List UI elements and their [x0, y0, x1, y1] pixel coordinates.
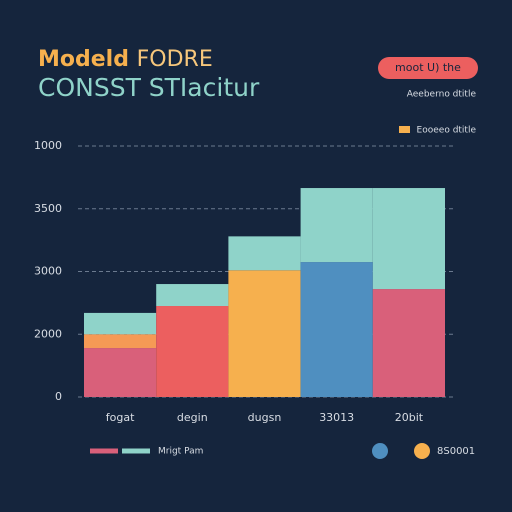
- x-tick-label: fogat: [106, 411, 135, 424]
- y-tick-label: 2000: [34, 327, 62, 340]
- button-label[interactable]: moot U) the: [395, 61, 461, 74]
- bar-segment: [228, 236, 301, 271]
- y-tick-label: 3500: [34, 202, 62, 215]
- note: Aeeberno dtitle: [407, 90, 477, 100]
- x-tick-label: 20bit: [395, 411, 424, 424]
- bar-segment: [372, 188, 445, 290]
- legend-swatch: [414, 443, 430, 459]
- bar-segment: [84, 312, 157, 335]
- title-suffix: FODRE: [137, 47, 213, 72]
- y-tick-label: 3000: [34, 265, 62, 278]
- y-tick-label: 1000: [34, 139, 62, 152]
- bar-segment: [156, 306, 229, 397]
- title-main: Modeld: [38, 47, 129, 72]
- bar-segment: [84, 334, 157, 349]
- legend-label: Mrigt Pam: [158, 447, 203, 457]
- bar-segment: [156, 284, 229, 307]
- bar-segment: [300, 262, 373, 397]
- legend-label: 8S0001: [437, 446, 475, 457]
- bar-segment: [300, 188, 373, 263]
- legend-swatch: [372, 443, 388, 459]
- bar-segment: [372, 289, 445, 397]
- bar-segment: [84, 348, 157, 397]
- legend-label: Eooeeo dtitle: [417, 126, 477, 136]
- x-tick-label: 33013: [319, 411, 354, 424]
- button[interactable]: [378, 57, 478, 79]
- x-tick-label: degin: [177, 411, 208, 424]
- chart-title: Modeld FODRE: [38, 47, 213, 72]
- y-tick-label: 0: [55, 390, 62, 403]
- legend-swatch: [399, 126, 410, 133]
- x-tick-label: dugsn: [248, 411, 282, 424]
- chart-subtitle: CONSST STIacitur: [38, 73, 260, 102]
- bar-segment: [228, 270, 301, 397]
